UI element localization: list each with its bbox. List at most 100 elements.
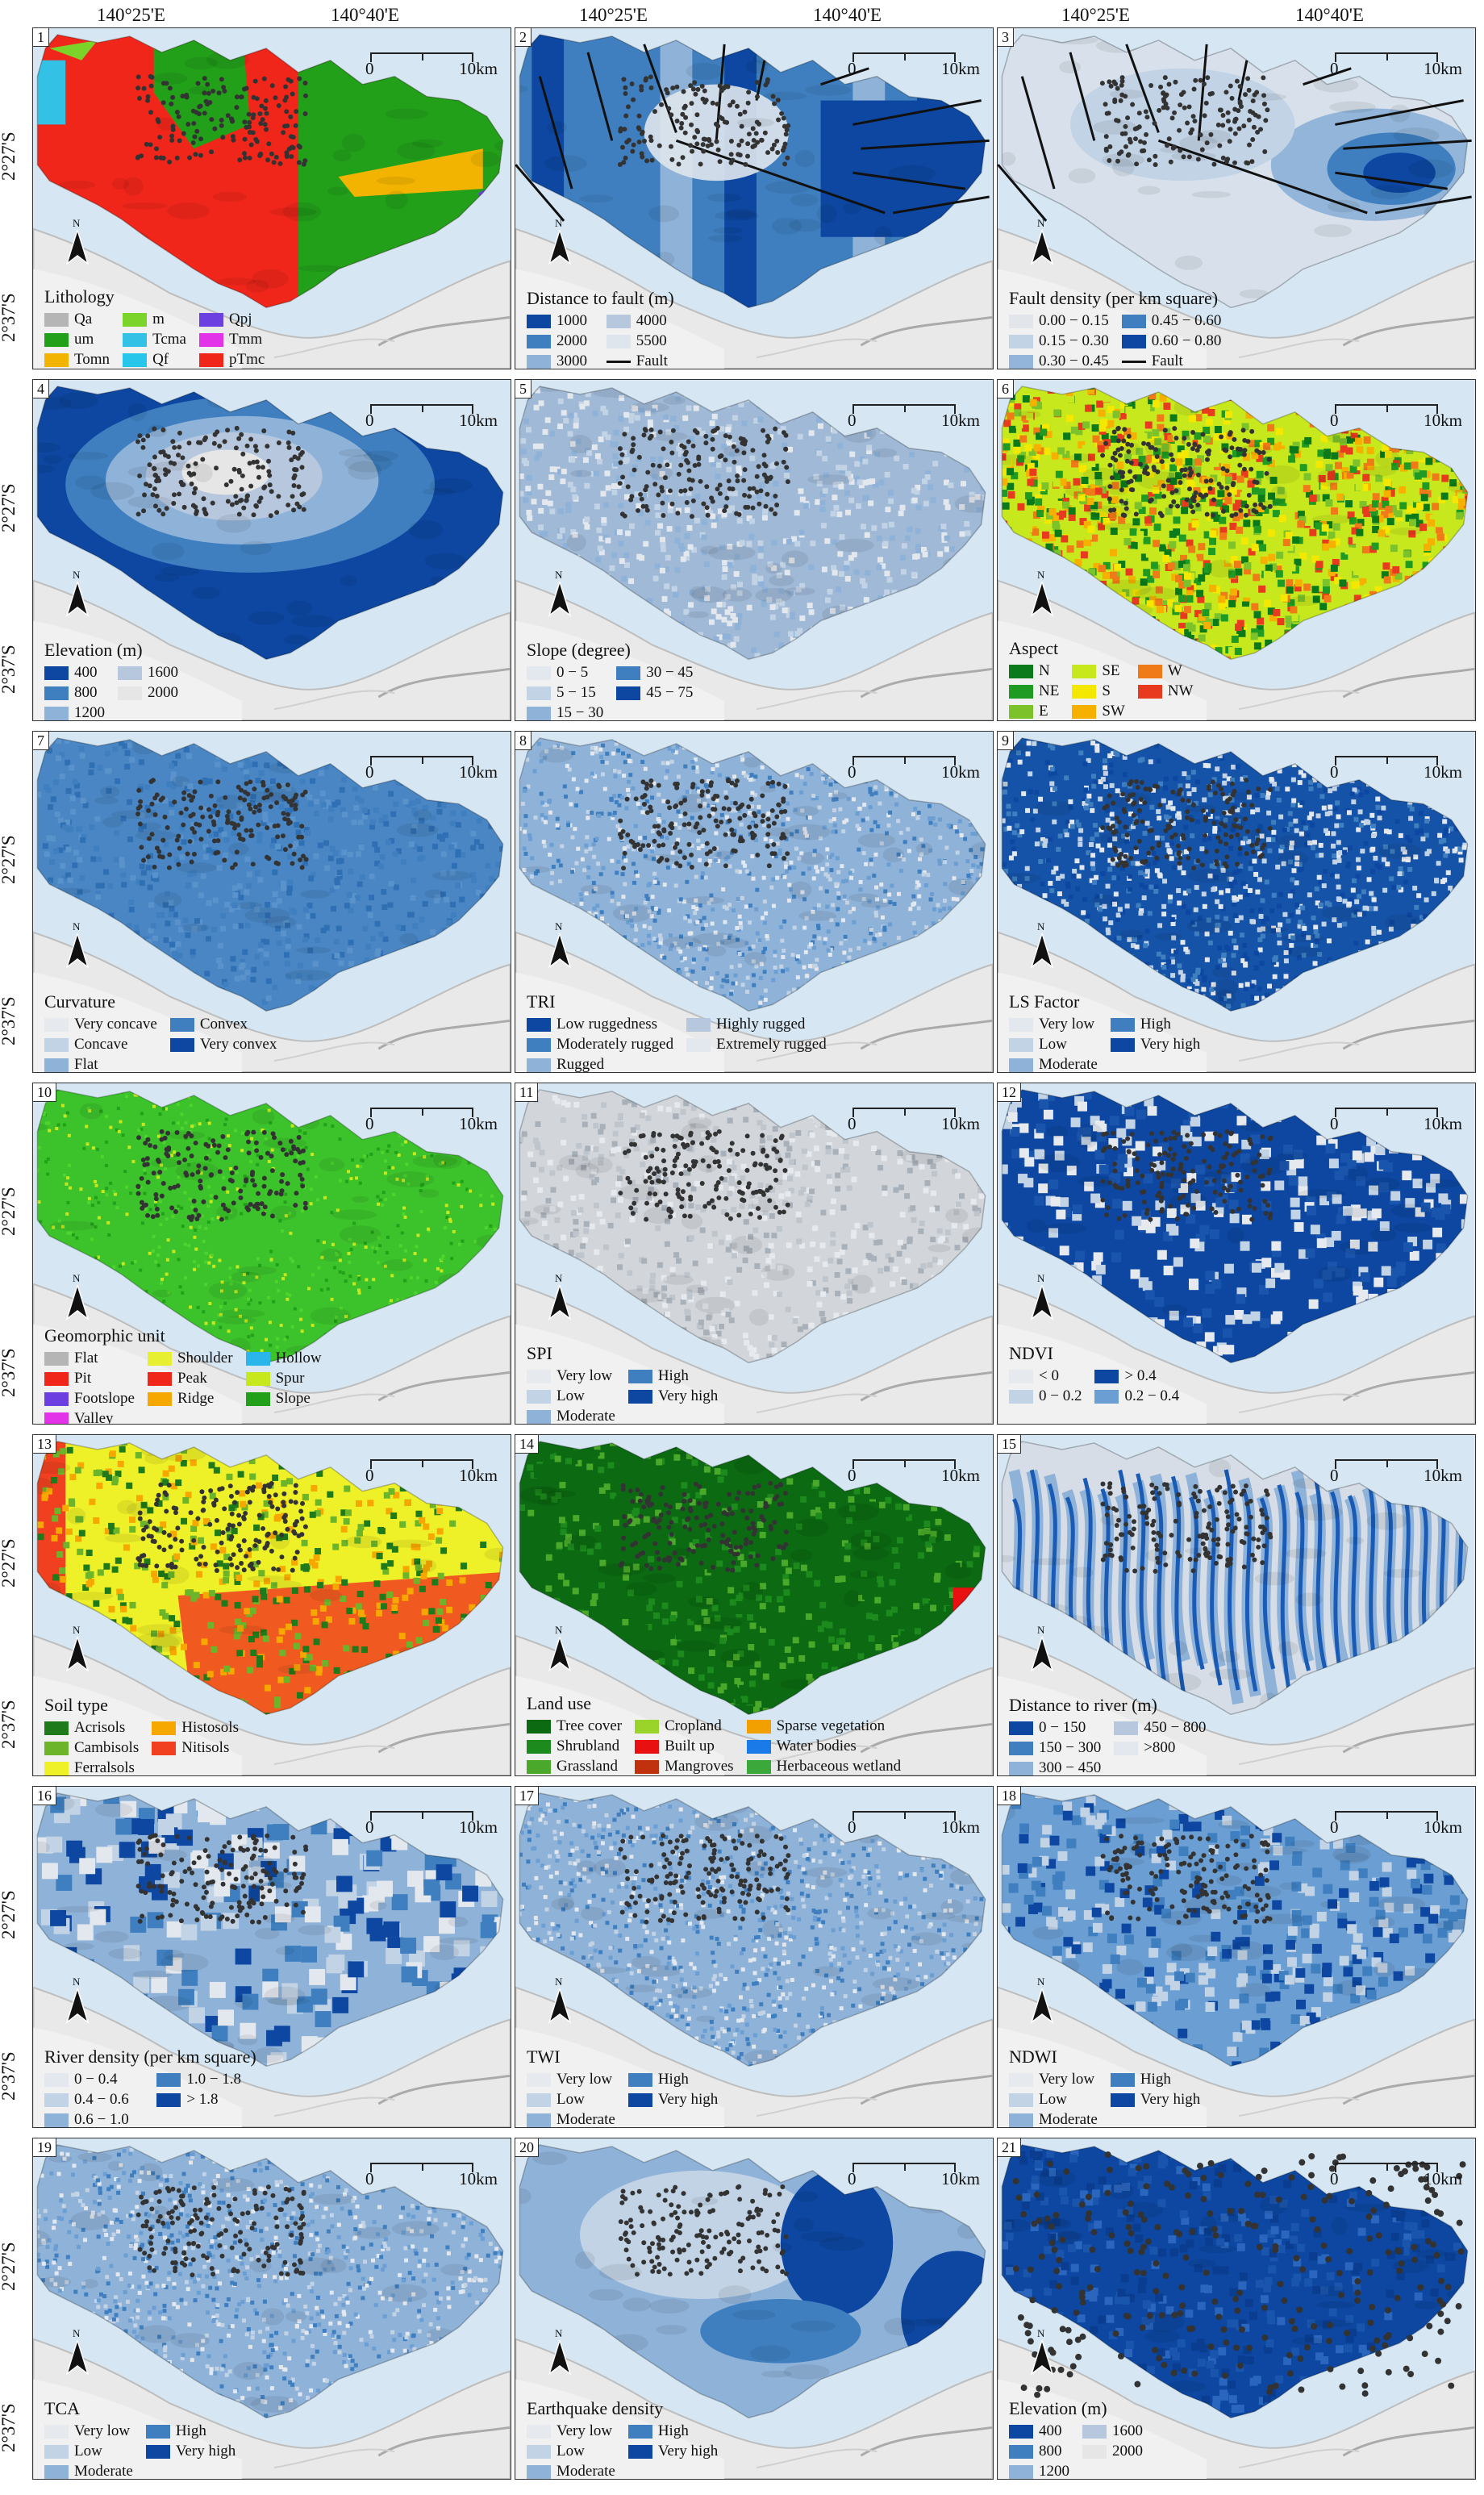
north-arrow-icon: N bbox=[1030, 920, 1054, 969]
map-legend: LS Factor Very low High Low Very high Moderat… bbox=[1009, 991, 1200, 1072]
landslide-point bbox=[1205, 1836, 1211, 1842]
landslide-point bbox=[1115, 426, 1121, 432]
landslide-point bbox=[1216, 1500, 1222, 1506]
landslide-point bbox=[273, 1492, 278, 1498]
landslide-point bbox=[152, 795, 158, 801]
landslide-point bbox=[720, 1533, 726, 1538]
landslide-point bbox=[265, 787, 270, 793]
landslide-point bbox=[235, 2218, 240, 2224]
landslide-point bbox=[737, 2268, 743, 2274]
landslide-point bbox=[646, 843, 652, 849]
landslide-point bbox=[712, 428, 718, 433]
legend-label: Moderate bbox=[556, 2111, 615, 2128]
landslide-point bbox=[240, 2211, 245, 2217]
landslide-point bbox=[1186, 855, 1191, 861]
landslide-point bbox=[227, 1483, 233, 1489]
landslide-point bbox=[1214, 859, 1219, 865]
legend-swatch bbox=[616, 665, 641, 680]
landslide-point bbox=[649, 1879, 655, 1884]
legend-swatch bbox=[1114, 1741, 1139, 1755]
legend-item: Very low bbox=[44, 2422, 133, 2440]
landslide-point bbox=[285, 2197, 290, 2202]
legend-item: SE bbox=[1072, 662, 1125, 680]
landslide-point bbox=[750, 505, 756, 511]
landslide-point bbox=[286, 444, 292, 450]
landslide-point bbox=[627, 1488, 633, 1494]
landslide-point bbox=[659, 485, 665, 490]
landslide-point bbox=[701, 501, 707, 507]
scale-zero-label: 0 bbox=[1330, 762, 1339, 782]
legend-item: > 0.4 bbox=[1094, 1367, 1179, 1385]
landslide-point bbox=[242, 1893, 248, 1899]
landslide-point bbox=[179, 1857, 185, 1863]
legend-swatch bbox=[1009, 2072, 1033, 2087]
landslide-point bbox=[1325, 2255, 1332, 2263]
landslide-point bbox=[1154, 1542, 1160, 1548]
landslide-point bbox=[1135, 2164, 1142, 2172]
landslide-point bbox=[1187, 465, 1193, 471]
landslide-point bbox=[770, 94, 776, 99]
landslide-point bbox=[238, 1846, 244, 1852]
landslide-point bbox=[220, 1881, 226, 1887]
landslide-point bbox=[236, 822, 241, 828]
landslide-point bbox=[194, 2215, 200, 2221]
landslide-point bbox=[228, 1905, 234, 1910]
panel-number: 7 bbox=[33, 732, 49, 750]
landslide-point bbox=[756, 2244, 761, 2250]
landslide-point bbox=[698, 803, 703, 809]
landslide-point bbox=[1244, 851, 1249, 857]
landslide-point bbox=[292, 1861, 298, 1867]
landslide-point bbox=[1217, 107, 1223, 113]
landslide-point bbox=[1387, 2185, 1394, 2193]
landslide-point bbox=[743, 1541, 748, 1546]
landslide-point bbox=[772, 511, 777, 516]
landslide-point bbox=[210, 500, 215, 506]
landslide-point bbox=[786, 1853, 791, 1859]
legend-label: 800 bbox=[74, 684, 98, 701]
landslide-point bbox=[699, 778, 705, 784]
landslide-point bbox=[1140, 2269, 1147, 2276]
landslide-point bbox=[747, 2209, 752, 2215]
landslide-point bbox=[1146, 157, 1152, 163]
landslide-point bbox=[1202, 81, 1207, 87]
landslide-point bbox=[1251, 849, 1257, 854]
landslide-point bbox=[1219, 434, 1224, 440]
landslide-point bbox=[729, 1141, 735, 1146]
landslide-point bbox=[1169, 1904, 1175, 1909]
landslide-point bbox=[652, 824, 657, 829]
landslide-point bbox=[1255, 129, 1261, 135]
landslide-point bbox=[786, 123, 791, 128]
landslide-point bbox=[656, 824, 661, 829]
landslide-point bbox=[1110, 455, 1115, 461]
map-panel: 10 0 10km N Geomorphic unit Flat Shoulder Hollo… bbox=[32, 1083, 511, 1425]
landslide-point bbox=[1107, 1867, 1112, 1873]
landslide-point bbox=[238, 1188, 244, 1194]
landslide-point bbox=[673, 2209, 678, 2215]
landslide-point bbox=[239, 432, 244, 437]
landslide-point bbox=[643, 487, 648, 493]
legend-title: Distance to river (m) bbox=[1009, 1695, 1157, 1715]
landslide-point bbox=[292, 1530, 298, 1536]
landslide-point bbox=[1252, 1557, 1257, 1563]
landslide-point bbox=[697, 1484, 702, 1489]
legend-item: Very high bbox=[1110, 1036, 1200, 1053]
landslide-point bbox=[750, 2265, 756, 2271]
landslide-point bbox=[203, 1155, 209, 1161]
landslide-point bbox=[147, 483, 152, 489]
landslide-point bbox=[1159, 1195, 1165, 1200]
landslide-point bbox=[278, 1191, 284, 1197]
landslide-point bbox=[736, 2232, 741, 2238]
landslide-point bbox=[730, 157, 736, 163]
legend-label: Very high bbox=[657, 2091, 719, 2108]
landslide-point bbox=[735, 1496, 740, 1501]
landslide-point bbox=[626, 1148, 632, 1154]
landslide-point bbox=[623, 2220, 629, 2226]
legend-title: Fault density (per km square) bbox=[1009, 288, 1219, 308]
landslide-point bbox=[769, 507, 774, 512]
map-canvas bbox=[33, 28, 511, 369]
landslide-point bbox=[706, 1200, 711, 1206]
landslide-point bbox=[140, 1205, 145, 1211]
landslide-point bbox=[1370, 2207, 1378, 2214]
landslide-point bbox=[783, 1529, 789, 1535]
landslide-point bbox=[1100, 1197, 1106, 1203]
